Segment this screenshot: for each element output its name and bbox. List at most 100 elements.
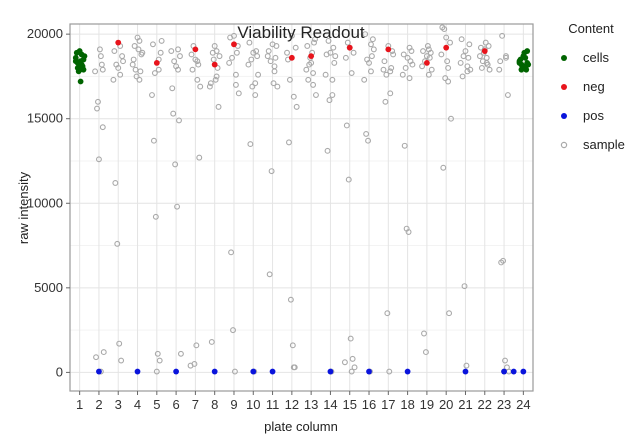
- point-sample: [421, 330, 427, 337]
- point-sample: [327, 49, 334, 56]
- x-tick-label: 21: [458, 397, 472, 412]
- point-sample: [235, 90, 242, 97]
- point-sample: [349, 355, 356, 362]
- point-sample: [231, 32, 237, 39]
- point-sample: [464, 68, 471, 75]
- point-sample: [401, 142, 408, 149]
- point-sample: [351, 364, 358, 371]
- legend-marker-pos: [561, 113, 567, 119]
- point-pos: [327, 368, 334, 375]
- point-sample: [496, 66, 503, 73]
- point-sample: [404, 54, 411, 61]
- point-sample: [189, 66, 196, 73]
- point-sample: [331, 59, 338, 66]
- point-sample: [175, 66, 181, 73]
- x-tick-label: 22: [478, 397, 492, 412]
- point-pos: [96, 368, 102, 375]
- point-sample: [230, 327, 236, 334]
- x-tick-label: 6: [172, 397, 179, 412]
- point-sample: [154, 350, 161, 357]
- point-sample: [193, 342, 200, 349]
- point-neg: [308, 53, 315, 60]
- point-sample: [383, 71, 390, 78]
- point-pos: [366, 368, 372, 375]
- point-sample: [322, 71, 329, 78]
- series-cells: [72, 48, 532, 85]
- point-pos: [134, 368, 141, 375]
- point-sample: [304, 43, 311, 49]
- point-sample: [381, 58, 388, 65]
- point-sample: [485, 43, 492, 49]
- point-sample: [214, 65, 221, 71]
- point-sample: [265, 48, 272, 55]
- point-pos: [173, 368, 180, 375]
- point-sample: [274, 83, 281, 90]
- point-sample: [343, 122, 350, 129]
- point-sample: [270, 80, 277, 87]
- point-cells: [77, 58, 84, 65]
- point-sample: [290, 364, 297, 371]
- point-sample: [111, 48, 118, 55]
- point-sample: [441, 26, 448, 33]
- point-sample: [476, 53, 483, 60]
- point-sample: [382, 98, 389, 105]
- point-sample: [98, 61, 105, 68]
- point-sample: [440, 164, 447, 171]
- point-sample: [289, 342, 296, 349]
- point-sample: [196, 154, 203, 161]
- point-sample: [134, 34, 141, 41]
- point-neg: [385, 46, 392, 53]
- x-tick-label: 18: [400, 397, 414, 412]
- point-sample: [419, 63, 426, 70]
- point-sample: [406, 75, 413, 82]
- point-sample: [117, 71, 124, 78]
- point-sample: [135, 46, 142, 53]
- point-sample: [207, 80, 214, 87]
- point-sample: [284, 49, 290, 56]
- legend: Content cells neg pos sample: [560, 21, 625, 152]
- point-neg: [211, 61, 218, 68]
- point-sample: [290, 93, 297, 100]
- point-sample: [420, 48, 426, 55]
- point-sample: [497, 58, 504, 65]
- point-sample: [324, 147, 331, 154]
- point-sample: [114, 240, 121, 247]
- point-sample: [443, 34, 450, 41]
- x-axis-title: plate column: [264, 419, 338, 434]
- point-neg: [288, 54, 295, 61]
- point-sample: [368, 41, 374, 48]
- point-sample: [368, 68, 374, 75]
- point-sample: [96, 46, 103, 53]
- y-axis-ticks: 0 5000 10000 15000 20000: [27, 26, 70, 379]
- point-sample: [459, 73, 466, 80]
- y-tick-label: 0: [56, 364, 63, 379]
- point-sample: [247, 141, 254, 148]
- point-neg: [443, 44, 450, 51]
- point-sample: [329, 76, 336, 83]
- x-tick-label: 1: [76, 397, 83, 412]
- point-sample: [399, 71, 406, 78]
- point-sample: [195, 61, 202, 68]
- point-sample: [446, 310, 453, 317]
- legend-marker-neg: [561, 84, 567, 90]
- point-sample: [115, 65, 122, 71]
- point-neg: [231, 41, 237, 48]
- point-sample: [365, 137, 372, 144]
- point-sample: [286, 139, 292, 146]
- point-sample: [503, 54, 509, 61]
- point-sample: [188, 51, 195, 58]
- x-tick-label: 10: [246, 397, 260, 412]
- point-cells: [80, 66, 87, 73]
- point-sample: [465, 54, 472, 61]
- point-sample: [348, 70, 355, 76]
- point-sample: [266, 271, 273, 278]
- series-neg: [115, 39, 488, 68]
- point-sample: [380, 66, 387, 73]
- y-tick-label: 10000: [27, 195, 63, 210]
- point-sample: [149, 92, 155, 98]
- point-sample: [120, 58, 127, 65]
- point-sample: [361, 76, 368, 83]
- point-sample: [269, 41, 276, 48]
